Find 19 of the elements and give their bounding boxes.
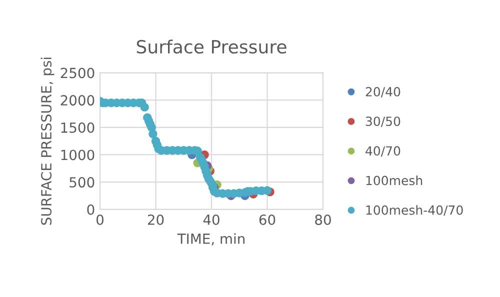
y-tick-label: 1000 — [61, 150, 94, 160]
x-tick-label: 0 — [96, 214, 104, 225]
y-axis-title: SURFACE PRESSURE, psi — [40, 58, 54, 225]
x-tick-label: 60 — [259, 214, 276, 225]
x-tick-label: 40 — [203, 214, 220, 225]
y-tick-label: 1500 — [61, 122, 94, 133]
x-tick-label: 20 — [148, 214, 164, 225]
x-tick-label: 80 — [315, 214, 331, 225]
legend-label: 100mesh — [366, 176, 422, 186]
legend-label: 100mesh-40/70 — [366, 205, 463, 216]
legend-label: 40/70 — [366, 146, 400, 157]
y-tick-label: 0 — [87, 204, 94, 215]
y-tick-label: 500 — [70, 177, 94, 188]
y-tick-label: 2000 — [60, 95, 94, 106]
x-axis-title: TIME, min — [177, 233, 244, 246]
legend-label: 30/50 — [366, 116, 400, 128]
legend-label: 20/40 — [366, 86, 400, 98]
y-tick-label: 2500 — [60, 68, 94, 78]
chart-title: Surface Pressure — [136, 40, 286, 54]
